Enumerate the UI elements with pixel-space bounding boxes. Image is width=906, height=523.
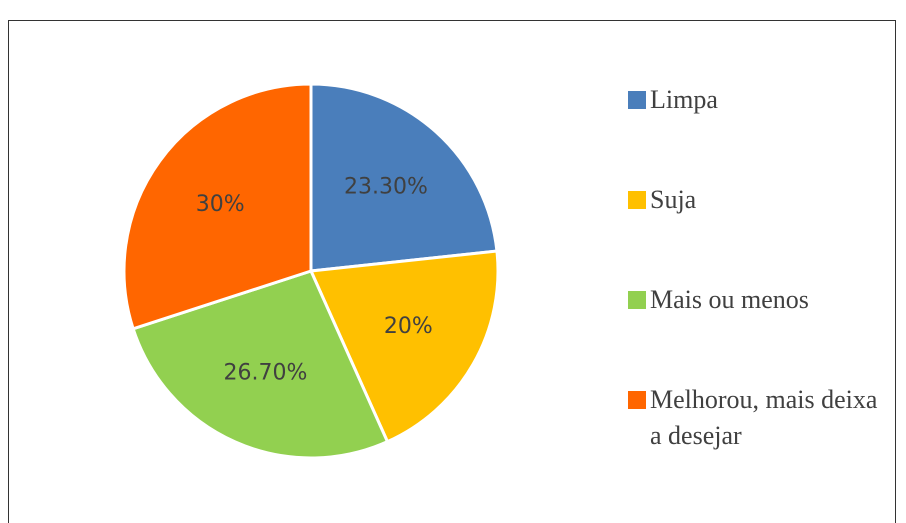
legend-swatch <box>628 91 646 109</box>
legend-swatch <box>628 191 646 209</box>
legend-swatch <box>628 391 646 409</box>
legend-swatch <box>628 291 646 309</box>
legend-item: Melhorou, mais deixa a desejar <box>628 382 888 482</box>
pie-slice <box>131 269 390 460</box>
legend: Limpa Suja Mais ou menos Melhorou, mais dei… <box>628 82 888 482</box>
pie-slice <box>122 82 313 331</box>
legend-label: Mais ou menos <box>650 285 809 314</box>
data-label: 20% <box>384 314 433 339</box>
legend-item: Suja <box>628 182 888 282</box>
legend-item: Limpa <box>628 82 888 182</box>
legend-label: Limpa <box>650 85 718 114</box>
legend-label: Melhorou, mais deixa a desejar <box>650 385 878 450</box>
pie-slice <box>309 82 499 273</box>
legend-label: Suja <box>650 185 697 214</box>
data-label: 26.70% <box>224 361 308 386</box>
data-label: 30% <box>196 192 245 217</box>
legend-item: Mais ou menos <box>628 282 888 382</box>
data-label: 23.30% <box>344 175 428 200</box>
chart-frame <box>8 20 896 523</box>
pie-slice <box>308 249 500 444</box>
